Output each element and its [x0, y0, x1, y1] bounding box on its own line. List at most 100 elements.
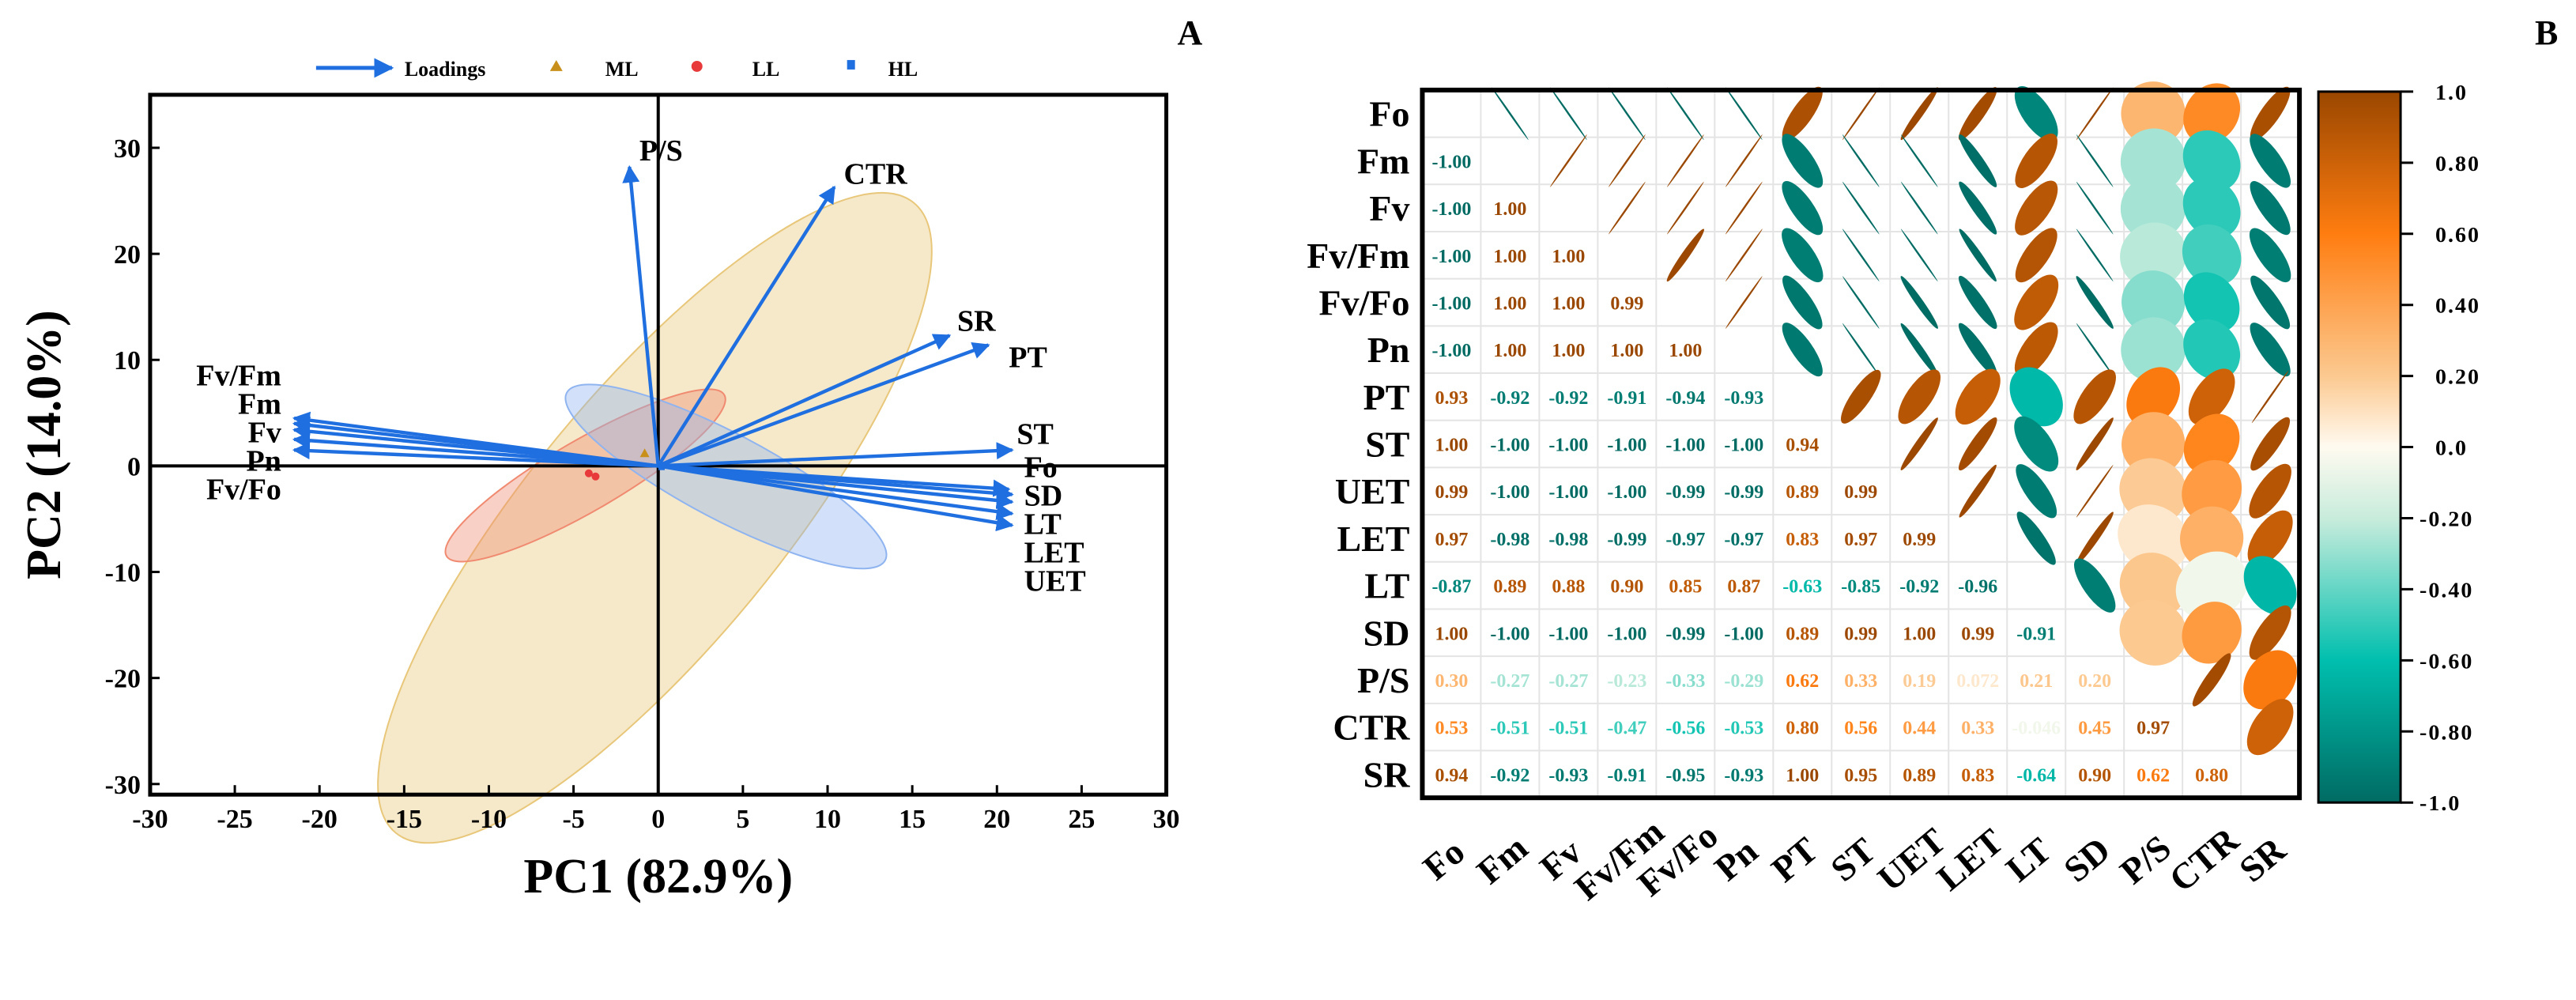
- y-tick-label: 0: [127, 452, 141, 481]
- correlation-value: 0.99: [1844, 482, 1877, 503]
- correlation-ellipse: [2251, 370, 2289, 424]
- y-tick-label: -10: [105, 559, 141, 588]
- correlation-ellipse: [1842, 134, 1880, 187]
- correlation-ellipse: [2120, 222, 2187, 289]
- loading-arrow: [658, 464, 1014, 520]
- correlation-value: -1.00: [1607, 624, 1646, 644]
- correlation-ellipse: [2247, 510, 2293, 567]
- correlation-value: -1.00: [1431, 341, 1471, 361]
- row-label: Fv/Fm: [1307, 236, 1409, 276]
- correlation-value: -0.93: [1724, 388, 1763, 409]
- correlation-value: -0.93: [1548, 765, 1588, 786]
- correlation-value: -1.00: [1548, 436, 1588, 456]
- correlation-ellipse: [2015, 180, 2058, 236]
- correlation-ellipse: [1726, 87, 1763, 141]
- x-tick-label: 10: [814, 805, 841, 834]
- correlation-value: 1.00: [1552, 247, 1585, 267]
- correlation-ellipse: [1959, 464, 1997, 518]
- correlation-ellipse: [1726, 181, 1763, 235]
- correlation-value: 0.19: [1903, 671, 1936, 692]
- correlation-value: -0.63: [1782, 577, 1822, 598]
- correlation-ellipse: [2015, 228, 2057, 283]
- correlation-ellipse: [2250, 323, 2291, 377]
- correlation-ellipse: [2118, 504, 2189, 572]
- ll-point: [591, 472, 600, 481]
- colorbar-tick-label: -0.60: [2419, 649, 2473, 674]
- correlation-ellipse: [2076, 181, 2114, 235]
- column-label: ST: [1823, 830, 1883, 889]
- loading-label: Fv: [248, 417, 281, 450]
- correlation-value: -0.23: [1607, 671, 1646, 692]
- confidence-ellipse-ml: [377, 191, 933, 844]
- correlation-ellipse: [2250, 275, 2291, 330]
- correlation-ellipse: [1900, 323, 1938, 376]
- loading-label: UET: [1024, 564, 1086, 598]
- correlation-ellipse: [2076, 511, 2114, 565]
- correlation-value: -0.93: [1724, 765, 1763, 786]
- loading-arrow: [292, 432, 658, 468]
- loading-label: P/S: [639, 134, 683, 168]
- correlation-ellipse: [1842, 87, 1880, 141]
- correlation-ellipse: [1959, 181, 1997, 235]
- correlation-value: 0.62: [1786, 671, 1819, 692]
- correlation-ellipse: [2119, 553, 2187, 619]
- correlation-ellipse: [1842, 276, 1880, 329]
- correlation-ellipse: [1958, 323, 1997, 376]
- correlation-ellipse: [1667, 181, 1704, 235]
- colorbar-tick-label: 0.80: [2435, 152, 2480, 176]
- correlation-value: -0.98: [1490, 530, 1529, 550]
- correlation-ellipse: [2182, 224, 2242, 286]
- correlation-ellipse: [2120, 175, 2186, 241]
- correlation-value: 1.00: [1552, 341, 1585, 361]
- correlation-ellipse: [2076, 87, 2114, 141]
- colorbar-tick-label: 1.0: [2435, 81, 2468, 105]
- correlation-ellipse: [2126, 367, 2181, 427]
- legend-label-hl: HL: [888, 58, 918, 81]
- row-label: Pn: [1367, 330, 1410, 370]
- correlation-ellipse: [2243, 650, 2297, 710]
- correlation-value: -0.87: [1431, 577, 1471, 598]
- correlation-value: 0.85: [1669, 577, 1702, 598]
- correlation-ellipse: [2249, 463, 2291, 519]
- column-label: SD: [2056, 829, 2118, 890]
- correlation-value: -0.97: [1724, 530, 1763, 550]
- column-label: Fm: [1469, 827, 1536, 892]
- correlation-value: 0.20: [2078, 671, 2111, 692]
- correlation-ellipse: [2009, 367, 2063, 427]
- square-icon: [847, 59, 855, 70]
- colorbar-tick-label: 0.0: [2435, 436, 2468, 461]
- y-tick-label: 10: [114, 346, 141, 375]
- y-tick-label: -20: [105, 665, 141, 694]
- loading-arrow: [657, 342, 990, 468]
- correlation-value: -0.33: [1665, 671, 1705, 692]
- correlation-ellipse: [1955, 368, 2001, 425]
- colorbar-tick-label: -1.0: [2419, 791, 2461, 816]
- correlation-value: -0.51: [1548, 719, 1588, 739]
- correlation-value: 0.30: [1435, 671, 1468, 692]
- correlation-ellipse: [2016, 511, 2056, 565]
- x-tick-label: -5: [562, 805, 584, 834]
- matrix-frame: [1420, 87, 2303, 801]
- correlation-value: 0.072: [1956, 671, 1999, 692]
- correlation-value: -0.99: [1724, 482, 1763, 503]
- correlation-value: -1.00: [1548, 482, 1588, 503]
- correlation-ellipse: [2183, 413, 2240, 474]
- correlation-ellipse: [1900, 181, 1938, 235]
- correlation-value: 0.97: [2137, 719, 2170, 739]
- row-label: Fo: [1369, 94, 1409, 134]
- colorbar-tick-label: 0.60: [2435, 223, 2480, 247]
- x-tick-label: 20: [983, 805, 1010, 834]
- correlation-value: 0.97: [1435, 530, 1468, 550]
- x-axis-title: PC1 (82.9%): [523, 850, 793, 904]
- correlation-value: -0.97: [1665, 530, 1705, 550]
- correlation-value: -0.046: [2012, 719, 2061, 739]
- row-label: Fm: [1357, 141, 1409, 181]
- correlation-ellipse: [1782, 323, 1823, 377]
- x-tick-label: -20: [302, 805, 338, 834]
- x-tick-label: 0: [651, 805, 665, 834]
- correlation-value: 0.45: [2078, 719, 2111, 739]
- correlation-value: 0.89: [1903, 765, 1936, 786]
- colorbar-tick-label: 0.40: [2435, 294, 2480, 319]
- correlation-ellipse: [1609, 181, 1646, 235]
